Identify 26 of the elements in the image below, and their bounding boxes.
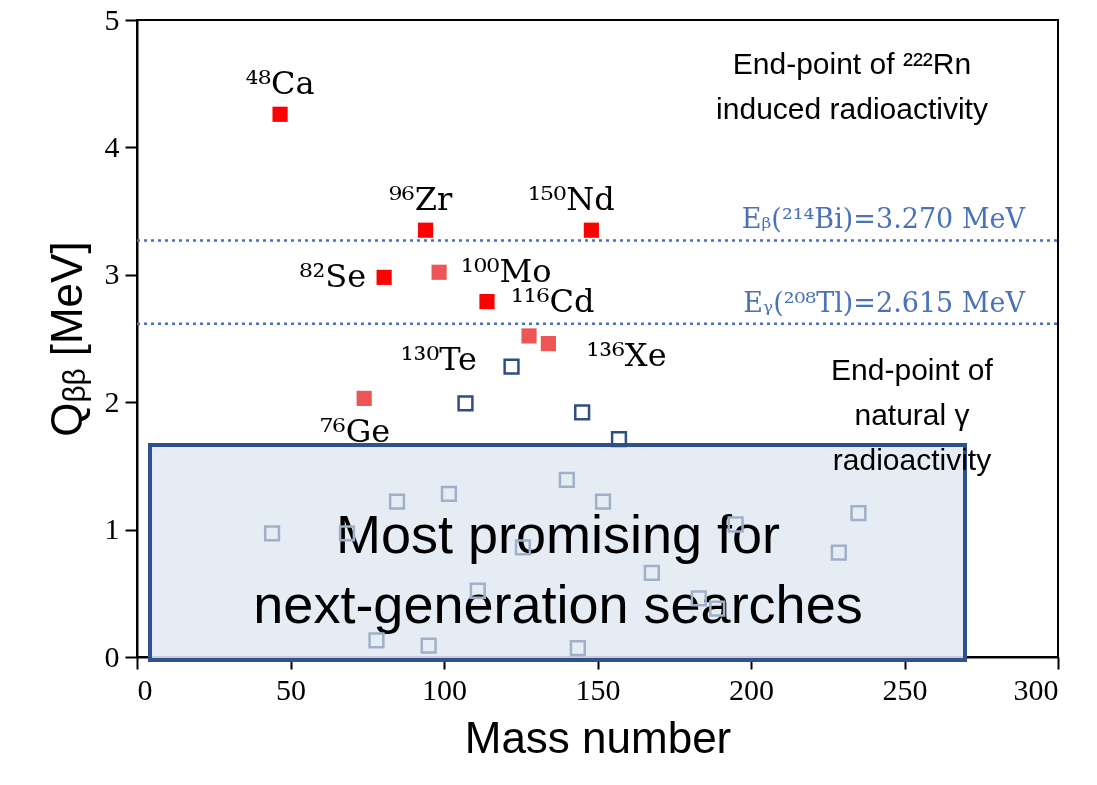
annotation: Most promising for next-generation searches [253, 504, 863, 635]
y-axis-title: Qᵦᵦ [MeV] [41, 241, 91, 437]
x-axis-title: Mass number [464, 712, 732, 762]
annotation: ⁸²Se [299, 257, 367, 296]
ref-line-label: Eᵧ(²⁰⁸Tl)=2.615 MeV [743, 286, 1026, 318]
y-tick-label: 3 [104, 257, 120, 291]
annotation: ⁴⁸Ca [245, 64, 315, 103]
annotation: ¹³⁰Te [400, 339, 478, 378]
annotation: End-point of ²²²Rn induced radioactivity [716, 47, 988, 125]
x-tick-label: 300 [1013, 672, 1059, 706]
y-tick-label: 0 [104, 639, 120, 673]
x-tick-label: 150 [575, 672, 621, 706]
x-tick-label: 0 [137, 672, 153, 706]
x-tick-label: 100 [422, 672, 467, 706]
annotation: ¹³⁶Xe [586, 335, 667, 374]
x-tick-label: 50 [276, 672, 306, 706]
y-tick-label: 5 [104, 2, 120, 36]
y-tick-label: 4 [104, 129, 120, 163]
annotation: ¹⁵⁰Nd [527, 180, 615, 219]
x-tick-label: 250 [882, 672, 928, 706]
y-tick-label: 1 [104, 512, 120, 546]
annotation: ⁹⁶Zr [388, 180, 453, 219]
annotation: ⁷⁶Ge [320, 412, 391, 451]
ref-line-label: Eᵦ(²¹⁴Bi)=3.270 MeV [741, 203, 1026, 235]
y-tick-label: 2 [104, 384, 120, 418]
x-tick-label: 200 [729, 672, 774, 706]
